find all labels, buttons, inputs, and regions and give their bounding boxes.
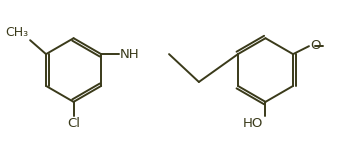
Text: O: O	[310, 39, 320, 52]
Text: Cl: Cl	[67, 117, 80, 130]
Text: NH: NH	[120, 48, 140, 61]
Text: CH₃: CH₃	[5, 26, 28, 39]
Text: HO: HO	[243, 117, 264, 130]
